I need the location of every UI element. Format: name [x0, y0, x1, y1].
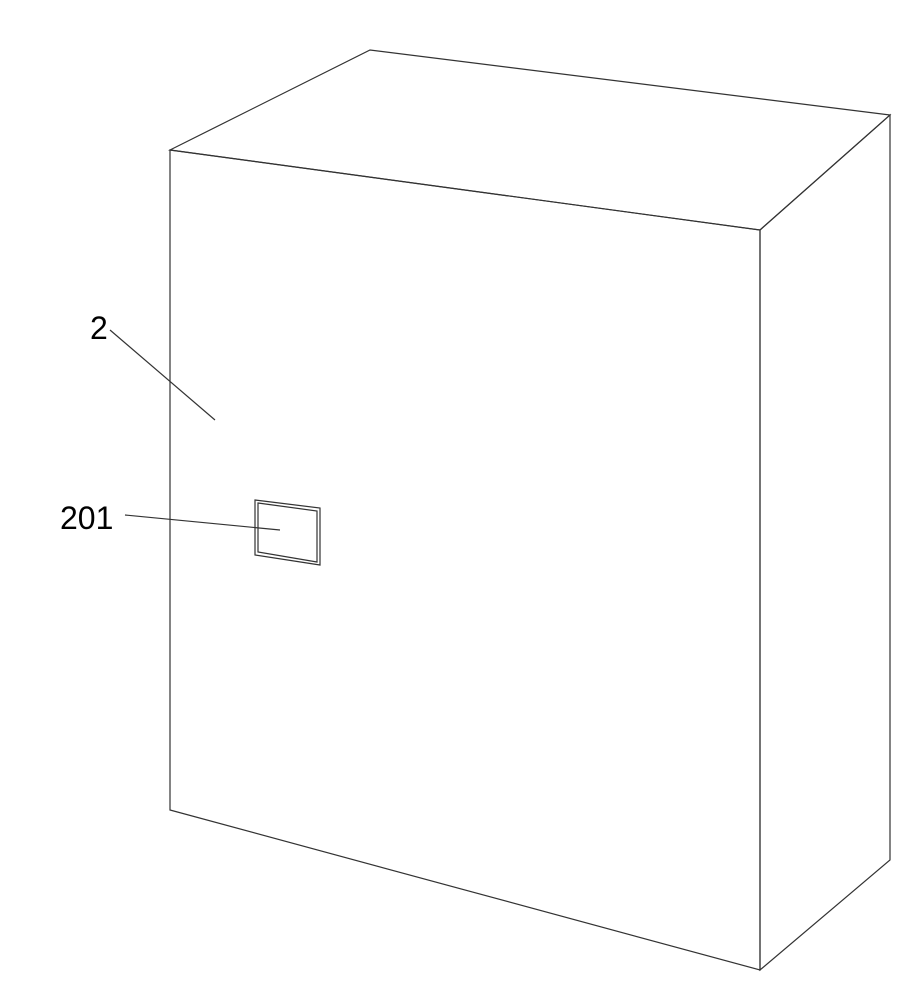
box-3d	[170, 50, 890, 970]
label-square: 201	[60, 500, 113, 537]
label-box: 2	[90, 310, 108, 347]
small-square	[255, 500, 320, 565]
diagram-svg	[0, 0, 914, 1000]
